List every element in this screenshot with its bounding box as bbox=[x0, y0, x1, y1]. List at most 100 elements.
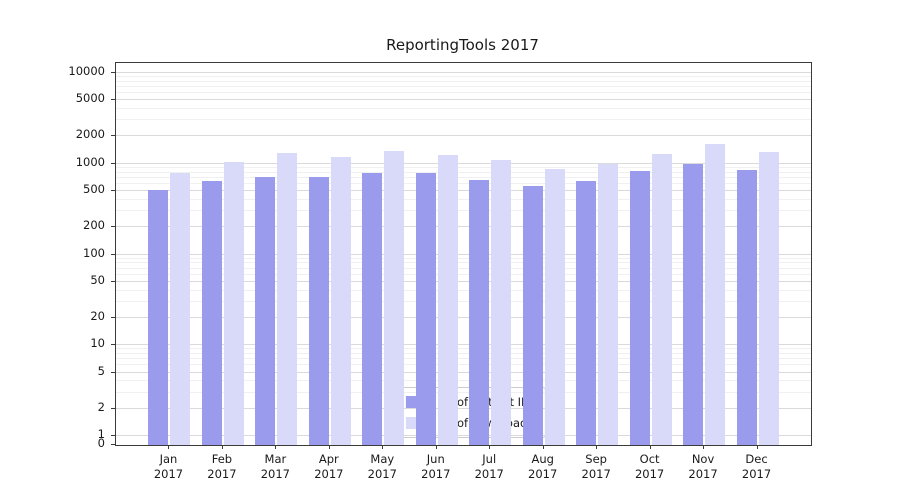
x-axis-label: Nov 2017 bbox=[688, 452, 718, 481]
y-axis-tick-label: 200 bbox=[83, 218, 105, 233]
y-axis-tick-label: 5 bbox=[97, 363, 105, 378]
gridline-minor bbox=[116, 353, 811, 355]
gridline-major bbox=[116, 226, 811, 228]
gridline-major bbox=[116, 135, 811, 137]
y-axis-tick-mark bbox=[111, 226, 115, 228]
x-axis-tick-mark bbox=[542, 445, 544, 449]
x-axis-label: Aug 2017 bbox=[528, 452, 558, 481]
gridline-minor bbox=[116, 300, 811, 302]
y-axis-tick-mark bbox=[111, 72, 115, 73]
gridline-major bbox=[116, 72, 811, 73]
gridline-major bbox=[116, 344, 811, 346]
y-axis-tick-mark bbox=[111, 190, 115, 192]
y-axis-tick-mark bbox=[111, 280, 115, 282]
x-axis-tick-mark bbox=[382, 445, 384, 449]
x-axis-tick-mark bbox=[649, 445, 651, 449]
bar-downloads bbox=[651, 154, 672, 445]
x-axis-tick-mark bbox=[168, 445, 170, 449]
y-axis-tick-label: 50 bbox=[90, 272, 105, 287]
gridline-minor bbox=[116, 198, 811, 200]
bar-downloads bbox=[277, 153, 298, 445]
gridline-major bbox=[116, 253, 811, 255]
x-axis-tick-mark bbox=[221, 445, 223, 449]
gridline-minor bbox=[116, 262, 811, 264]
gridline-minor bbox=[116, 92, 811, 94]
y-axis-tick-mark bbox=[111, 407, 115, 409]
bar-distinct-ips bbox=[255, 176, 276, 445]
gridline-major bbox=[116, 162, 811, 164]
y-axis-tick-label: 2 bbox=[97, 399, 105, 414]
gridline-minor bbox=[116, 171, 811, 173]
x-axis-label: May 2017 bbox=[367, 452, 397, 481]
gridline-minor bbox=[116, 267, 811, 269]
bar-distinct-ips bbox=[736, 169, 757, 445]
x-axis-label: Apr 2017 bbox=[314, 452, 344, 481]
y-axis-tick-mark bbox=[111, 135, 115, 137]
gridline-minor bbox=[116, 182, 811, 184]
x-axis-label: Jun 2017 bbox=[421, 452, 451, 481]
x-axis-label: Dec 2017 bbox=[741, 452, 772, 481]
bar-downloads bbox=[598, 163, 619, 445]
bar-distinct-ips bbox=[469, 179, 490, 445]
gridline-major bbox=[116, 371, 811, 373]
y-axis-tick-label: 100 bbox=[83, 245, 105, 260]
bar-distinct-ips bbox=[362, 172, 383, 445]
gridline-major bbox=[116, 99, 811, 101]
x-axis-label: Jan 2017 bbox=[153, 452, 184, 481]
bar-downloads bbox=[758, 151, 779, 445]
gridline-minor bbox=[116, 364, 811, 366]
y-axis-tick-label: 5000 bbox=[75, 91, 105, 106]
gridline-major bbox=[116, 407, 811, 409]
y-axis-tick-label: 1 bbox=[97, 427, 105, 441]
y-axis-tick-mark bbox=[111, 99, 115, 101]
bar-distinct-ips bbox=[308, 176, 329, 445]
x-axis-label: Feb 2017 bbox=[207, 452, 237, 481]
y-axis-tick-label: 1000 bbox=[75, 154, 105, 169]
y-axis-tick-label: 10 bbox=[90, 336, 105, 351]
gridline-minor bbox=[116, 348, 811, 350]
y-axis-tick-label: 0 bbox=[97, 436, 105, 450]
x-axis-tick-mark bbox=[596, 445, 598, 449]
gridline-minor bbox=[116, 380, 811, 382]
y-axis-tick-mark bbox=[111, 444, 115, 445]
y-axis-tick-mark bbox=[111, 316, 115, 318]
y-axis-tick-label: 20 bbox=[90, 308, 105, 323]
bar-distinct-ips bbox=[148, 189, 169, 445]
gridline-minor bbox=[116, 289, 811, 291]
gridline-minor bbox=[116, 166, 811, 168]
x-axis-label: Mar 2017 bbox=[260, 452, 291, 481]
y-axis-tick-label: 10000 bbox=[68, 64, 105, 78]
x-axis-tick-mark bbox=[275, 445, 277, 449]
x-axis-tick-mark bbox=[489, 445, 491, 449]
gridline-minor bbox=[116, 391, 811, 393]
gridline-minor bbox=[116, 210, 811, 212]
bar-downloads bbox=[384, 150, 405, 445]
x-axis-tick-mark bbox=[756, 445, 758, 449]
y-axis-tick-label: 500 bbox=[83, 182, 105, 197]
gridline-minor bbox=[116, 80, 811, 82]
bar-downloads bbox=[437, 154, 458, 445]
bar-distinct-ips bbox=[415, 172, 436, 445]
gridline-minor bbox=[116, 273, 811, 275]
bar-distinct-ips bbox=[629, 170, 650, 445]
bar-distinct-ips bbox=[576, 180, 597, 445]
gridline-minor bbox=[116, 119, 811, 121]
x-axis-tick-mark bbox=[328, 445, 330, 449]
bar-downloads bbox=[223, 161, 244, 445]
gridline-minor bbox=[116, 86, 811, 88]
y-axis-tick-mark bbox=[111, 162, 115, 164]
gridline-minor bbox=[116, 257, 811, 259]
x-axis-label: Oct 2017 bbox=[634, 452, 665, 481]
gridline-major bbox=[116, 280, 811, 282]
bar-distinct-ips bbox=[683, 163, 704, 445]
bar-downloads bbox=[705, 144, 726, 445]
plot-area: Nb of distinct IPs Nb of downloads bbox=[115, 62, 812, 446]
y-axis-tick-label: 2000 bbox=[75, 127, 105, 142]
gridline-major bbox=[116, 435, 811, 436]
bar-downloads bbox=[491, 160, 512, 445]
bar-distinct-ips bbox=[201, 180, 222, 445]
chart-title: ReportingTools 2017 bbox=[386, 36, 539, 54]
x-axis-label: Jul 2017 bbox=[474, 452, 504, 481]
gridline-major bbox=[116, 190, 811, 192]
